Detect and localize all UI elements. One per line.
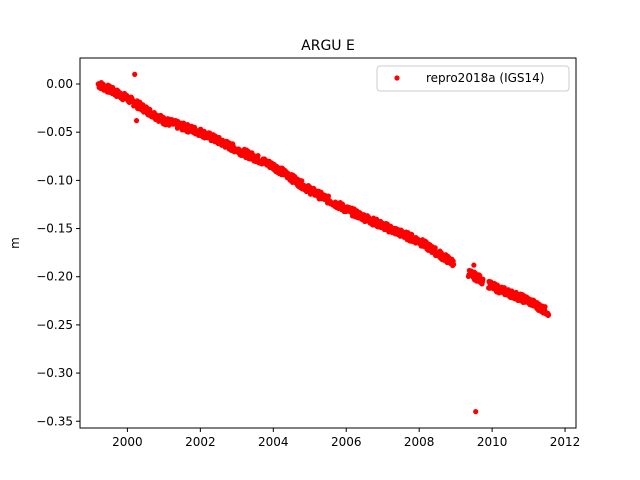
legend-label: repro2018a (IGS14) (426, 71, 544, 85)
data-point (477, 273, 483, 279)
legend-box (376, 65, 570, 92)
legend-marker (394, 75, 400, 81)
x-tick-label: 2012 (550, 435, 581, 449)
y-tick-label: −0.35 (36, 414, 73, 428)
y-tick-label: 0.00 (46, 77, 73, 91)
data-point (432, 245, 438, 251)
data-point (325, 193, 332, 199)
x-tick-label: 2010 (477, 435, 508, 449)
y-tick-label: −0.20 (36, 270, 73, 284)
y-axis-label: m (8, 237, 22, 249)
x-ticks: 2000 2002 2004 2006 2008 2010 2012 (112, 428, 580, 449)
x-tick-label: 2002 (185, 435, 216, 449)
x-tick-label: 2006 (331, 435, 362, 449)
data-point-outlier (288, 171, 295, 178)
y-tick-label: −0.05 (36, 125, 73, 139)
plot-frame (79, 57, 577, 429)
data-points (95, 71, 552, 415)
y-tick-label: −0.30 (36, 366, 73, 380)
data-point (255, 153, 261, 159)
y-tick-label: −0.15 (36, 222, 73, 236)
data-point-outlier (473, 409, 479, 415)
y-ticks: 0.00 −0.05 −0.10 −0.15 −0.20 −0.25 −0.30 −0.35 (36, 77, 80, 428)
chart-title: ARGU E (301, 38, 355, 54)
data-point-outlier (132, 71, 138, 77)
x-tick-label: 2000 (112, 435, 143, 449)
data-point-outlier (471, 262, 477, 268)
y-tick-label: −0.10 (36, 173, 73, 187)
legend: repro2018a (IGS14) (376, 65, 570, 92)
x-tick-label: 2008 (404, 435, 435, 449)
data-point-outlier (307, 184, 313, 190)
data-point (545, 312, 552, 318)
data-point (451, 261, 457, 268)
data-point-outlier (133, 118, 140, 124)
data-point (542, 304, 548, 310)
x-tick-label: 2004 (258, 435, 289, 449)
data-point (299, 178, 305, 184)
data-point (480, 276, 486, 282)
y-tick-label: −0.25 (36, 318, 73, 332)
